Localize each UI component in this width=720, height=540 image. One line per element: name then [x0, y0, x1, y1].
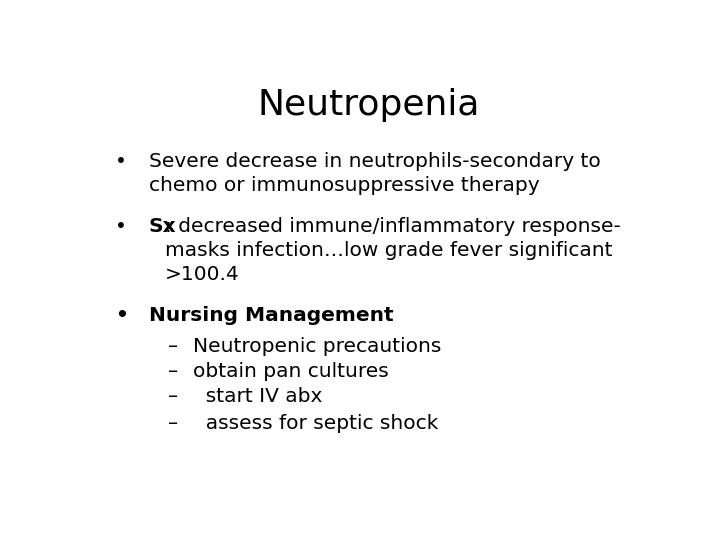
Text: •: • [115, 152, 127, 171]
Text: –: – [168, 387, 179, 406]
Text: : decreased immune/inflammatory response-
masks infection…low grade fever signif: : decreased immune/inflammatory response… [165, 217, 621, 284]
Text: :: : [315, 306, 322, 325]
Text: •: • [115, 306, 128, 325]
Text: –: – [168, 414, 179, 433]
Text: Neutropenic precautions: Neutropenic precautions [193, 337, 441, 356]
Text: Neutropenia: Neutropenia [258, 87, 480, 122]
Text: –: – [168, 362, 179, 381]
Text: –: – [168, 337, 179, 356]
Text: Severe decrease in neutrophils-secondary to
chemo or immunosuppressive therapy: Severe decrease in neutrophils-secondary… [148, 152, 600, 195]
Text: start IV abx: start IV abx [193, 387, 323, 406]
Text: Nursing Management: Nursing Management [148, 306, 393, 325]
Text: •: • [115, 217, 127, 235]
Text: assess for septic shock: assess for septic shock [193, 414, 438, 433]
Text: obtain pan cultures: obtain pan cultures [193, 362, 389, 381]
Text: Sx: Sx [148, 217, 176, 235]
